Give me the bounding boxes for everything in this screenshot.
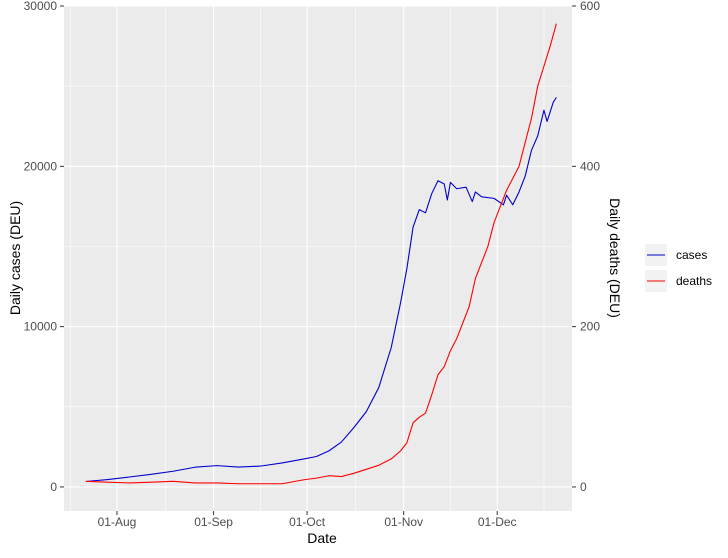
y2-axis-title: Daily deaths (DEU) bbox=[607, 198, 623, 318]
y-tick-label: 20000 bbox=[24, 159, 58, 173]
grid-layer bbox=[64, 5, 572, 511]
legend: cases deaths bbox=[645, 244, 712, 292]
x-tick-label: 01-Oct bbox=[289, 515, 326, 529]
plot-panel bbox=[64, 6, 572, 511]
series-layer bbox=[85, 23, 557, 485]
y2-tick-label: 600 bbox=[580, 0, 600, 13]
y-tick-label: 0 bbox=[50, 480, 57, 494]
y-tick-label: 10000 bbox=[24, 320, 58, 334]
series-line-deaths bbox=[85, 23, 557, 485]
x-tick-label: 01-Nov bbox=[384, 515, 423, 529]
series-line-cases bbox=[85, 97, 557, 483]
x-tick-label: 01-Aug bbox=[98, 515, 137, 529]
y2-tick-label: 400 bbox=[580, 159, 600, 173]
x-tick-label: 01-Sep bbox=[194, 515, 233, 529]
y2-tick-label: 0 bbox=[580, 480, 587, 494]
x-tick-label: 01-Dec bbox=[478, 515, 517, 529]
y-axis-title: Daily cases (DEU) bbox=[7, 201, 23, 315]
y2-tick-label: 200 bbox=[580, 320, 600, 334]
legend-label-cases: cases bbox=[676, 248, 707, 262]
axis-layer: 0 10000 20000 30000 0 200 400 600 01-Aug 01-Sep 01… bbox=[24, 0, 601, 529]
x-axis-title: Date bbox=[307, 530, 337, 546]
legend-label-deaths: deaths bbox=[676, 274, 712, 288]
y-tick-label: 30000 bbox=[24, 0, 58, 13]
